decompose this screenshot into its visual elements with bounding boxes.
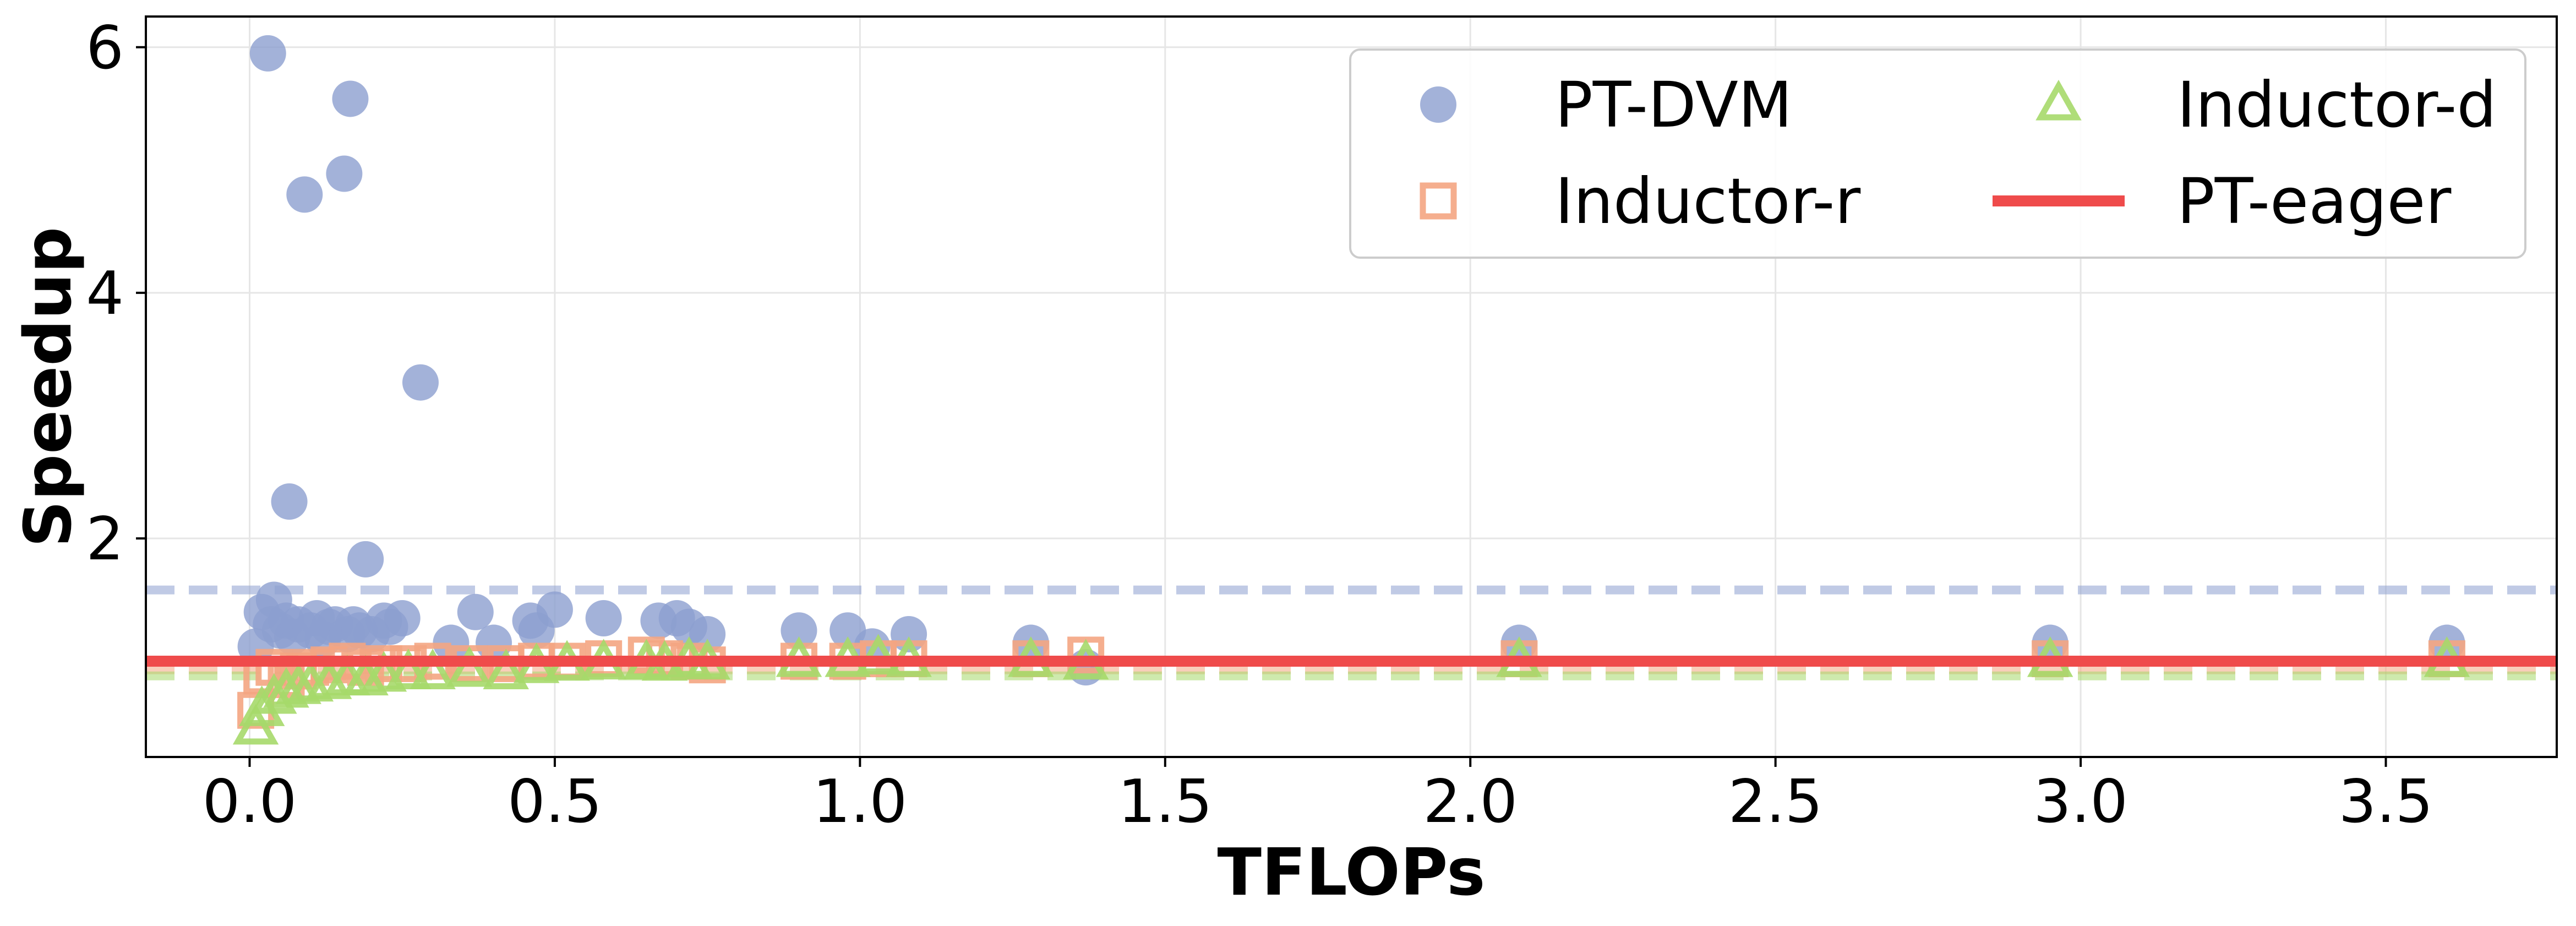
x-tick-label: 1.0 xyxy=(812,767,907,836)
legend-pt-eager-label: PT-eager xyxy=(2177,165,2452,238)
pt-dvm-point xyxy=(332,80,369,117)
x-tick-label: 0.5 xyxy=(507,767,602,836)
inductor-d-point xyxy=(410,649,456,689)
legend-inductor-r-swatch xyxy=(1420,182,1457,220)
inductor-d-point xyxy=(446,646,493,687)
pt-dvm-point xyxy=(249,35,286,72)
pt-dvm-point xyxy=(286,176,323,213)
x-tick-label: 0.0 xyxy=(203,767,297,836)
inductor-d-point xyxy=(361,651,407,692)
y-tick-label: 6 xyxy=(86,14,124,83)
pt-dvm-point xyxy=(585,600,622,636)
x-tick-label: 3.0 xyxy=(2033,767,2128,836)
inductor-d-point xyxy=(483,649,529,689)
x-axis-ticks: 0.0 0.5 1.0 1.5 2.0 2.5 3.0 3.5 xyxy=(203,757,2433,836)
inductor-d-point xyxy=(385,649,432,689)
legend-pt-dvm-label: PT-DVM xyxy=(1555,68,1792,141)
x-tick-label: 2.0 xyxy=(1423,767,1518,836)
legend-box xyxy=(1349,48,2526,259)
legend: PT-DVM Inductor-r Inductor-d PT-eager xyxy=(1349,48,2526,259)
legend-inductor-d-swatch xyxy=(2035,79,2082,121)
x-axis-title: TFLOPs xyxy=(1217,834,1485,910)
x-tick-label: 3.5 xyxy=(2339,767,2433,836)
x-tick-label: 1.5 xyxy=(1118,767,1213,836)
pt-dvm-point xyxy=(326,155,363,192)
pt-dvm-point xyxy=(536,591,573,628)
y-tick-label: 2 xyxy=(86,505,124,574)
y-tick-label: 4 xyxy=(86,259,124,328)
y-axis-title: Speedup xyxy=(10,227,86,547)
plot-frame xyxy=(145,15,2558,758)
pt-dvm-point xyxy=(384,600,421,636)
pt-dvm-point xyxy=(457,593,494,630)
y-axis-ticks: 2 4 6 xyxy=(86,14,146,574)
pt-dvm-point xyxy=(271,483,308,520)
legend-pt-dvm-swatch xyxy=(1420,86,1456,123)
x-tick-label: 2.5 xyxy=(1728,767,1823,836)
pt-dvm-point xyxy=(347,541,384,578)
legend-inductor-r-label: Inductor-r xyxy=(1555,165,1860,238)
legend-inductor-d-label: Inductor-d xyxy=(2177,68,2497,141)
pt-dvm-point xyxy=(402,364,439,401)
pt-dvm-point xyxy=(781,612,817,649)
